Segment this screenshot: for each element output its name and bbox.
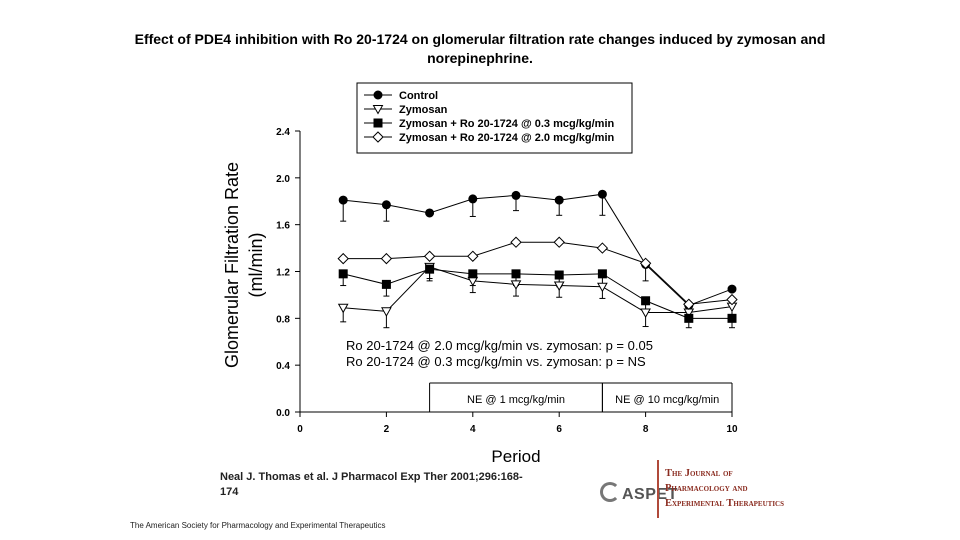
journal-line: The Journal of — [665, 468, 733, 479]
data-point — [381, 200, 391, 210]
data-point — [381, 307, 392, 317]
data-point — [380, 252, 393, 265]
aspet-swirl-icon — [600, 482, 620, 502]
journal-logo: The Journal of Pharmacology and Experime… — [665, 466, 784, 511]
x-tick-label: 8 — [643, 424, 649, 435]
data-point — [596, 242, 609, 254]
y-tick-label: 1.6 — [276, 221, 290, 232]
data-point — [338, 269, 348, 279]
y-tick-label: 2.0 — [276, 174, 290, 185]
data-point — [554, 270, 564, 280]
data-point — [597, 269, 607, 279]
footer-text: The American Society for Pharmacology an… — [130, 521, 386, 530]
y-tick-label: 2.4 — [276, 127, 290, 138]
x-tick-label: 10 — [726, 424, 738, 435]
data-point — [338, 195, 348, 205]
data-point — [381, 279, 391, 289]
y-axis-title: Glomerular Filtration Rate — [222, 162, 242, 368]
data-point — [684, 313, 694, 323]
data-point — [597, 282, 608, 293]
data-point — [467, 250, 479, 262]
data-point — [727, 313, 737, 323]
x-tick-label: 4 — [470, 424, 476, 435]
legend-marker — [372, 131, 384, 143]
series-line — [343, 266, 733, 313]
data-point — [425, 264, 435, 274]
series-line — [343, 193, 733, 307]
figure-title: Effect of PDE4 inhibition with Ro 20-172… — [134, 31, 826, 66]
data-point — [597, 189, 607, 199]
error-bars — [340, 194, 735, 329]
series-markers — [337, 189, 738, 323]
data-point — [423, 250, 436, 262]
series-line — [343, 268, 732, 319]
legend-label: Zymosan — [399, 104, 448, 116]
journal-line: Pharmacology and — [665, 483, 748, 494]
chart-annotations: NE @ 1 mcg/kg/min NE @ 10 mcg/kg/min Ro 20… — [346, 338, 733, 412]
data-point — [641, 296, 651, 306]
chart-legend: Control Zymosan Zymosan + Ro 20-1724 @ 0.3… — [356, 82, 633, 154]
data-point — [337, 252, 349, 265]
legend-box — [356, 82, 633, 154]
chart-axes: 0.0 0.4 0.8 1.2 1.6 2.0 2.4 0 2 4 6 8 10 Glomerular F… — [222, 127, 738, 466]
y-tick-label: 0.8 — [276, 314, 290, 325]
series-lines — [343, 193, 733, 319]
stat-annotation: Ro 20-1724 @ 0.3 mcg/kg/min vs. zymosan:… — [346, 354, 646, 369]
y-tick-label: 1.2 — [276, 268, 290, 279]
journal-divider — [657, 460, 659, 518]
journal-line: Experimental Therapeutics — [665, 498, 784, 509]
data-point — [640, 308, 651, 318]
data-point — [468, 269, 478, 279]
aspet-logo: ASPET — [600, 482, 678, 504]
data-point — [337, 303, 349, 314]
data-point — [727, 284, 737, 294]
data-point — [554, 195, 564, 205]
legend-label: Zymosan + Ro 20-1724 @ 0.3 mcg/kg/min — [399, 118, 615, 130]
citation: Neal J. Thomas et al. J Pharmacol Exp Th… — [220, 471, 523, 498]
legend-marker — [373, 90, 383, 100]
legend-marker — [373, 118, 383, 128]
y-axis-title-unit: (ml/min) — [246, 233, 266, 298]
x-tick-label: 2 — [384, 424, 390, 435]
data-point — [511, 190, 521, 200]
x-axis-title: Period — [491, 447, 540, 466]
legend-label: Zymosan + Ro 20-1724 @ 2.0 mcg/kg/min — [399, 132, 615, 144]
y-tick-label: 0.4 — [276, 361, 290, 372]
x-tick-label: 0 — [297, 424, 303, 435]
x-tick-label: 6 — [556, 424, 562, 435]
legend-marker — [372, 105, 384, 115]
data-point — [639, 257, 652, 270]
data-point — [726, 293, 738, 306]
data-point — [510, 236, 522, 248]
period-label: NE @ 10 mcg/kg/min — [615, 394, 719, 406]
data-point — [511, 269, 521, 279]
stat-annotation: Ro 20-1724 @ 2.0 mcg/kg/min vs. zymosan:… — [346, 338, 653, 353]
data-point — [553, 281, 565, 292]
aspet-logo-text: ASPET — [622, 486, 678, 503]
data-point — [425, 208, 435, 218]
period-label: NE @ 1 mcg/kg/min — [467, 394, 565, 406]
y-tick-label: 0.0 — [276, 408, 290, 419]
data-point — [468, 194, 478, 204]
legend-label: Control — [399, 90, 438, 102]
data-point — [553, 236, 565, 248]
data-point — [510, 280, 522, 290]
data-point — [683, 298, 695, 310]
series-line — [343, 241, 733, 305]
